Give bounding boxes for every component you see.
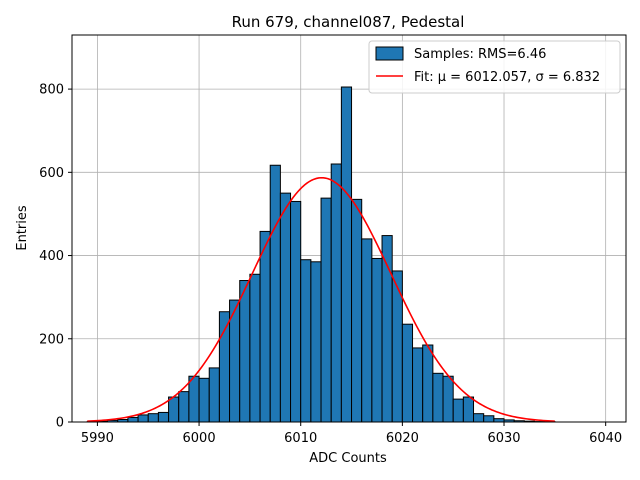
histogram-bars <box>86 86 556 423</box>
histogram-bar <box>422 344 434 423</box>
x-tick-label-5: 6040 <box>589 431 622 446</box>
histogram-bar <box>320 197 332 423</box>
x-tick-label-3: 6020 <box>386 431 419 446</box>
x-axis-label: ADC Counts <box>309 451 387 466</box>
legend-hist-swatch <box>375 46 404 61</box>
x-tick-label-4: 6030 <box>487 431 520 446</box>
histogram-bar <box>188 375 200 423</box>
histogram-bar <box>208 367 220 423</box>
legend-hist-label: Samples: RMS=6.46 <box>414 47 546 62</box>
histogram-bar <box>168 396 180 423</box>
y-axis-label: Entries <box>15 205 30 251</box>
x-axis-ticks: 5990 6000 6010 6020 6030 6040 <box>81 422 622 446</box>
y-tick-label-1: 200 <box>39 332 64 347</box>
legend-fit-label: Fit: μ = 6012.057, σ = 6.832 <box>414 70 600 85</box>
histogram-bar <box>198 377 210 423</box>
histogram-bar <box>300 259 312 423</box>
fit-curve-layer <box>87 176 555 422</box>
histogram-bar <box>473 413 485 423</box>
histogram-bar <box>239 280 251 423</box>
histogram-bar <box>412 347 424 423</box>
y-tick-label-0: 0 <box>56 416 64 431</box>
histogram-bar <box>259 230 271 423</box>
x-tick-label-2: 6010 <box>284 431 317 446</box>
histogram-bar <box>279 192 292 423</box>
histogram-bar <box>330 163 342 423</box>
histogram-bar <box>310 261 322 423</box>
histogram-bar <box>432 372 444 423</box>
histogram-bar <box>340 86 353 423</box>
histogram-bar <box>249 273 261 423</box>
histogram-bar <box>371 257 383 423</box>
y-axis-ticks: 0 200 400 600 800 <box>39 83 72 431</box>
histogram-bar <box>269 164 281 423</box>
x-tick-label-0: 5990 <box>81 431 114 446</box>
histogram-bar <box>290 200 302 423</box>
chart-title: Run 679, channel087, Pedestal <box>232 13 465 31</box>
x-tick-label-1: 6000 <box>183 431 216 446</box>
histogram-bar <box>401 323 414 423</box>
legend: Samples: RMS=6.46 Fit: μ = 6012.057, σ =… <box>368 40 621 94</box>
histogram-bar <box>137 414 149 423</box>
histogram-bar <box>462 396 475 423</box>
histogram-bar <box>351 198 363 423</box>
y-tick-label-2: 400 <box>39 249 64 264</box>
y-tick-label-4: 800 <box>39 83 64 98</box>
histogram-bar <box>361 238 373 423</box>
fit-curve <box>87 176 555 422</box>
histogram-bar <box>157 411 170 423</box>
histogram-bar <box>442 375 454 423</box>
histogram-bar <box>452 398 464 423</box>
plot-frame <box>71 34 627 423</box>
histogram-bar <box>147 413 159 423</box>
legend-box <box>368 40 621 94</box>
histogram-bar <box>218 311 231 423</box>
histogram-bar <box>178 391 190 423</box>
histogram-bar <box>483 415 495 423</box>
y-tick-label-3: 600 <box>39 166 64 181</box>
histogram-bar <box>127 416 139 423</box>
